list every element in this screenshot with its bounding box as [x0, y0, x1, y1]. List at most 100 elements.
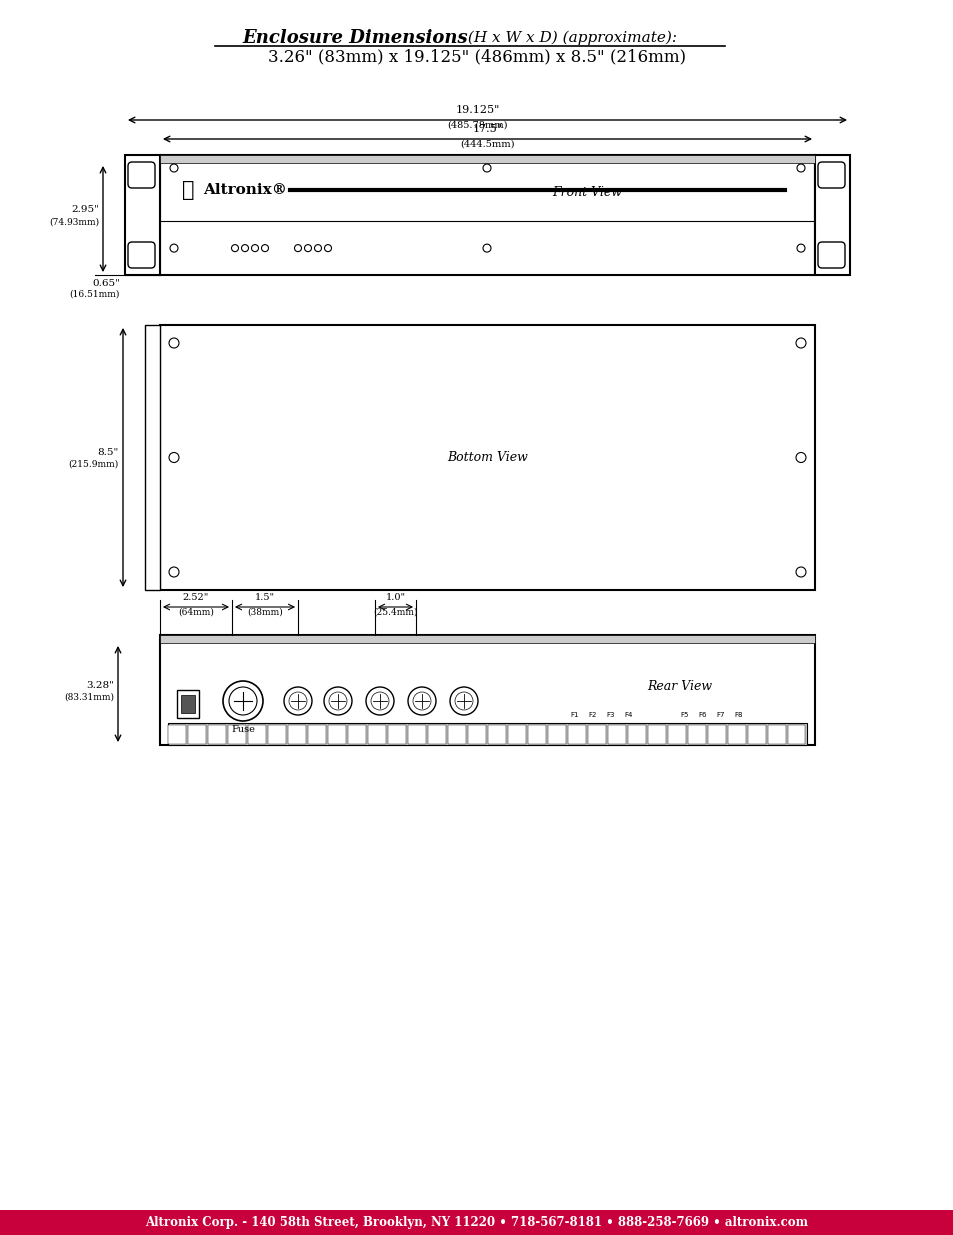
Bar [181, 695, 194, 713]
Text: Fuse: Fuse [231, 725, 254, 734]
FancyBboxPatch shape [817, 162, 844, 188]
Bar [348, 725, 366, 743]
Circle shape [169, 452, 179, 462]
Circle shape [294, 245, 301, 252]
Text: Bottom View: Bottom View [447, 451, 527, 464]
Bar [268, 725, 286, 743]
Bar [0, 1210, 953, 1235]
Text: (25.4mm): (25.4mm) [373, 608, 417, 618]
Bar [747, 725, 764, 743]
Text: F2: F2 [588, 713, 597, 718]
Bar [547, 725, 565, 743]
Text: 3.26" (83mm) x 19.125" (486mm) x 8.5" (216mm): 3.26" (83mm) x 19.125" (486mm) x 8.5" (2… [268, 48, 685, 65]
Circle shape [795, 452, 805, 462]
Bar [368, 725, 386, 743]
Bar [160, 635, 814, 643]
Text: F8: F8 [734, 713, 742, 718]
Circle shape [795, 567, 805, 577]
Bar [145, 325, 160, 590]
Circle shape [229, 687, 256, 715]
Circle shape [170, 164, 178, 172]
Bar [607, 725, 625, 743]
Circle shape [241, 245, 248, 252]
Bar [228, 725, 246, 743]
Text: (485.78mm): (485.78mm) [447, 121, 507, 130]
Text: F4: F4 [624, 713, 633, 718]
Circle shape [284, 687, 312, 715]
Text: 2.52": 2.52" [183, 593, 209, 601]
Bar [169, 725, 186, 743]
Bar [687, 725, 705, 743]
Circle shape [450, 687, 477, 715]
Bar [328, 725, 346, 743]
Circle shape [304, 245, 312, 252]
Text: F7: F7 [716, 713, 724, 718]
FancyBboxPatch shape [128, 242, 154, 268]
Circle shape [482, 164, 491, 172]
Bar [388, 725, 406, 743]
Circle shape [413, 692, 431, 710]
Text: Altronix®: Altronix® [203, 183, 287, 198]
Circle shape [796, 245, 804, 252]
Bar [125, 156, 160, 275]
FancyBboxPatch shape [128, 162, 154, 188]
Text: 0.65": 0.65" [92, 279, 120, 288]
Circle shape [223, 680, 263, 721]
Bar [507, 725, 525, 743]
Text: Enclosure Dimensions: Enclosure Dimensions [242, 28, 467, 47]
Bar [667, 725, 685, 743]
Text: F3: F3 [606, 713, 615, 718]
Bar [177, 690, 199, 718]
Circle shape [796, 164, 804, 172]
Circle shape [252, 245, 258, 252]
Bar [767, 725, 784, 743]
Bar [168, 722, 806, 745]
Bar [587, 725, 605, 743]
Circle shape [482, 245, 491, 252]
Bar [727, 725, 745, 743]
Bar [160, 325, 814, 590]
Circle shape [324, 245, 331, 252]
Bar [189, 725, 206, 743]
Text: 17.5": 17.5" [472, 124, 502, 135]
Circle shape [455, 692, 473, 710]
Circle shape [232, 245, 238, 252]
Text: (64mm): (64mm) [178, 608, 213, 618]
Bar [647, 725, 665, 743]
Text: F5: F5 [680, 713, 688, 718]
Circle shape [366, 687, 394, 715]
Bar [408, 725, 426, 743]
Bar [488, 725, 505, 743]
Circle shape [170, 245, 178, 252]
Bar [567, 725, 585, 743]
Text: (444.5mm): (444.5mm) [459, 140, 515, 149]
Text: Altronix Corp. - 140 58th Street, Brooklyn, NY 11220 • 718-567-8181 • 888-258-76: Altronix Corp. - 140 58th Street, Brookl… [146, 1216, 807, 1229]
Bar [814, 156, 849, 275]
Bar [468, 725, 485, 743]
Text: F1: F1 [570, 713, 578, 718]
Bar [527, 725, 545, 743]
Circle shape [371, 692, 389, 710]
Text: Front View: Front View [552, 185, 622, 199]
Text: (16.51mm): (16.51mm) [70, 289, 120, 299]
Bar [288, 725, 306, 743]
Bar [707, 725, 725, 743]
Text: 2.95": 2.95" [71, 205, 99, 215]
Bar [448, 725, 466, 743]
Bar [160, 156, 814, 163]
Text: 19.125": 19.125" [455, 105, 499, 115]
Circle shape [169, 567, 179, 577]
Text: 8.5": 8.5" [97, 448, 119, 457]
Bar [428, 725, 446, 743]
Circle shape [329, 692, 347, 710]
Bar [308, 725, 326, 743]
Text: (83.31mm): (83.31mm) [64, 693, 113, 701]
Text: (38mm): (38mm) [247, 608, 283, 618]
Bar [160, 156, 814, 275]
Circle shape [795, 338, 805, 348]
Circle shape [169, 338, 179, 348]
Text: (H x W x D) (approximate):: (H x W x D) (approximate): [462, 31, 677, 46]
Bar [160, 635, 814, 745]
Text: F6: F6 [698, 713, 706, 718]
Text: 1.5": 1.5" [254, 593, 274, 601]
